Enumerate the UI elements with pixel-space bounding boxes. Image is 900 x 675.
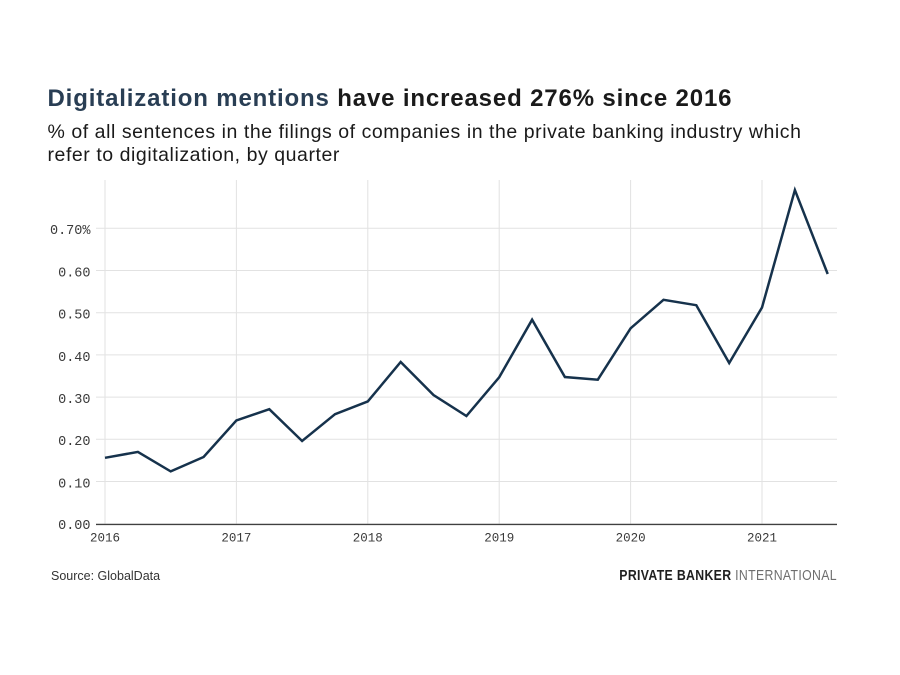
svg-text:0.60: 0.60	[58, 266, 90, 281]
svg-text:2020: 2020	[616, 532, 646, 546]
svg-text:0.20: 0.20	[58, 435, 90, 450]
svg-text:0.00: 0.00	[58, 519, 90, 534]
svg-text:0.50: 0.50	[58, 309, 90, 324]
svg-text:2019: 2019	[484, 532, 514, 546]
svg-text:0.30: 0.30	[58, 393, 90, 408]
svg-text:2017: 2017	[221, 532, 251, 546]
svg-text:2021: 2021	[747, 532, 777, 546]
svg-text:0.40: 0.40	[58, 351, 90, 366]
svg-text:0.70%: 0.70%	[50, 224, 91, 239]
svg-text:2018: 2018	[353, 532, 383, 546]
svg-text:2016: 2016	[90, 532, 120, 546]
svg-text:0.10: 0.10	[58, 477, 90, 492]
